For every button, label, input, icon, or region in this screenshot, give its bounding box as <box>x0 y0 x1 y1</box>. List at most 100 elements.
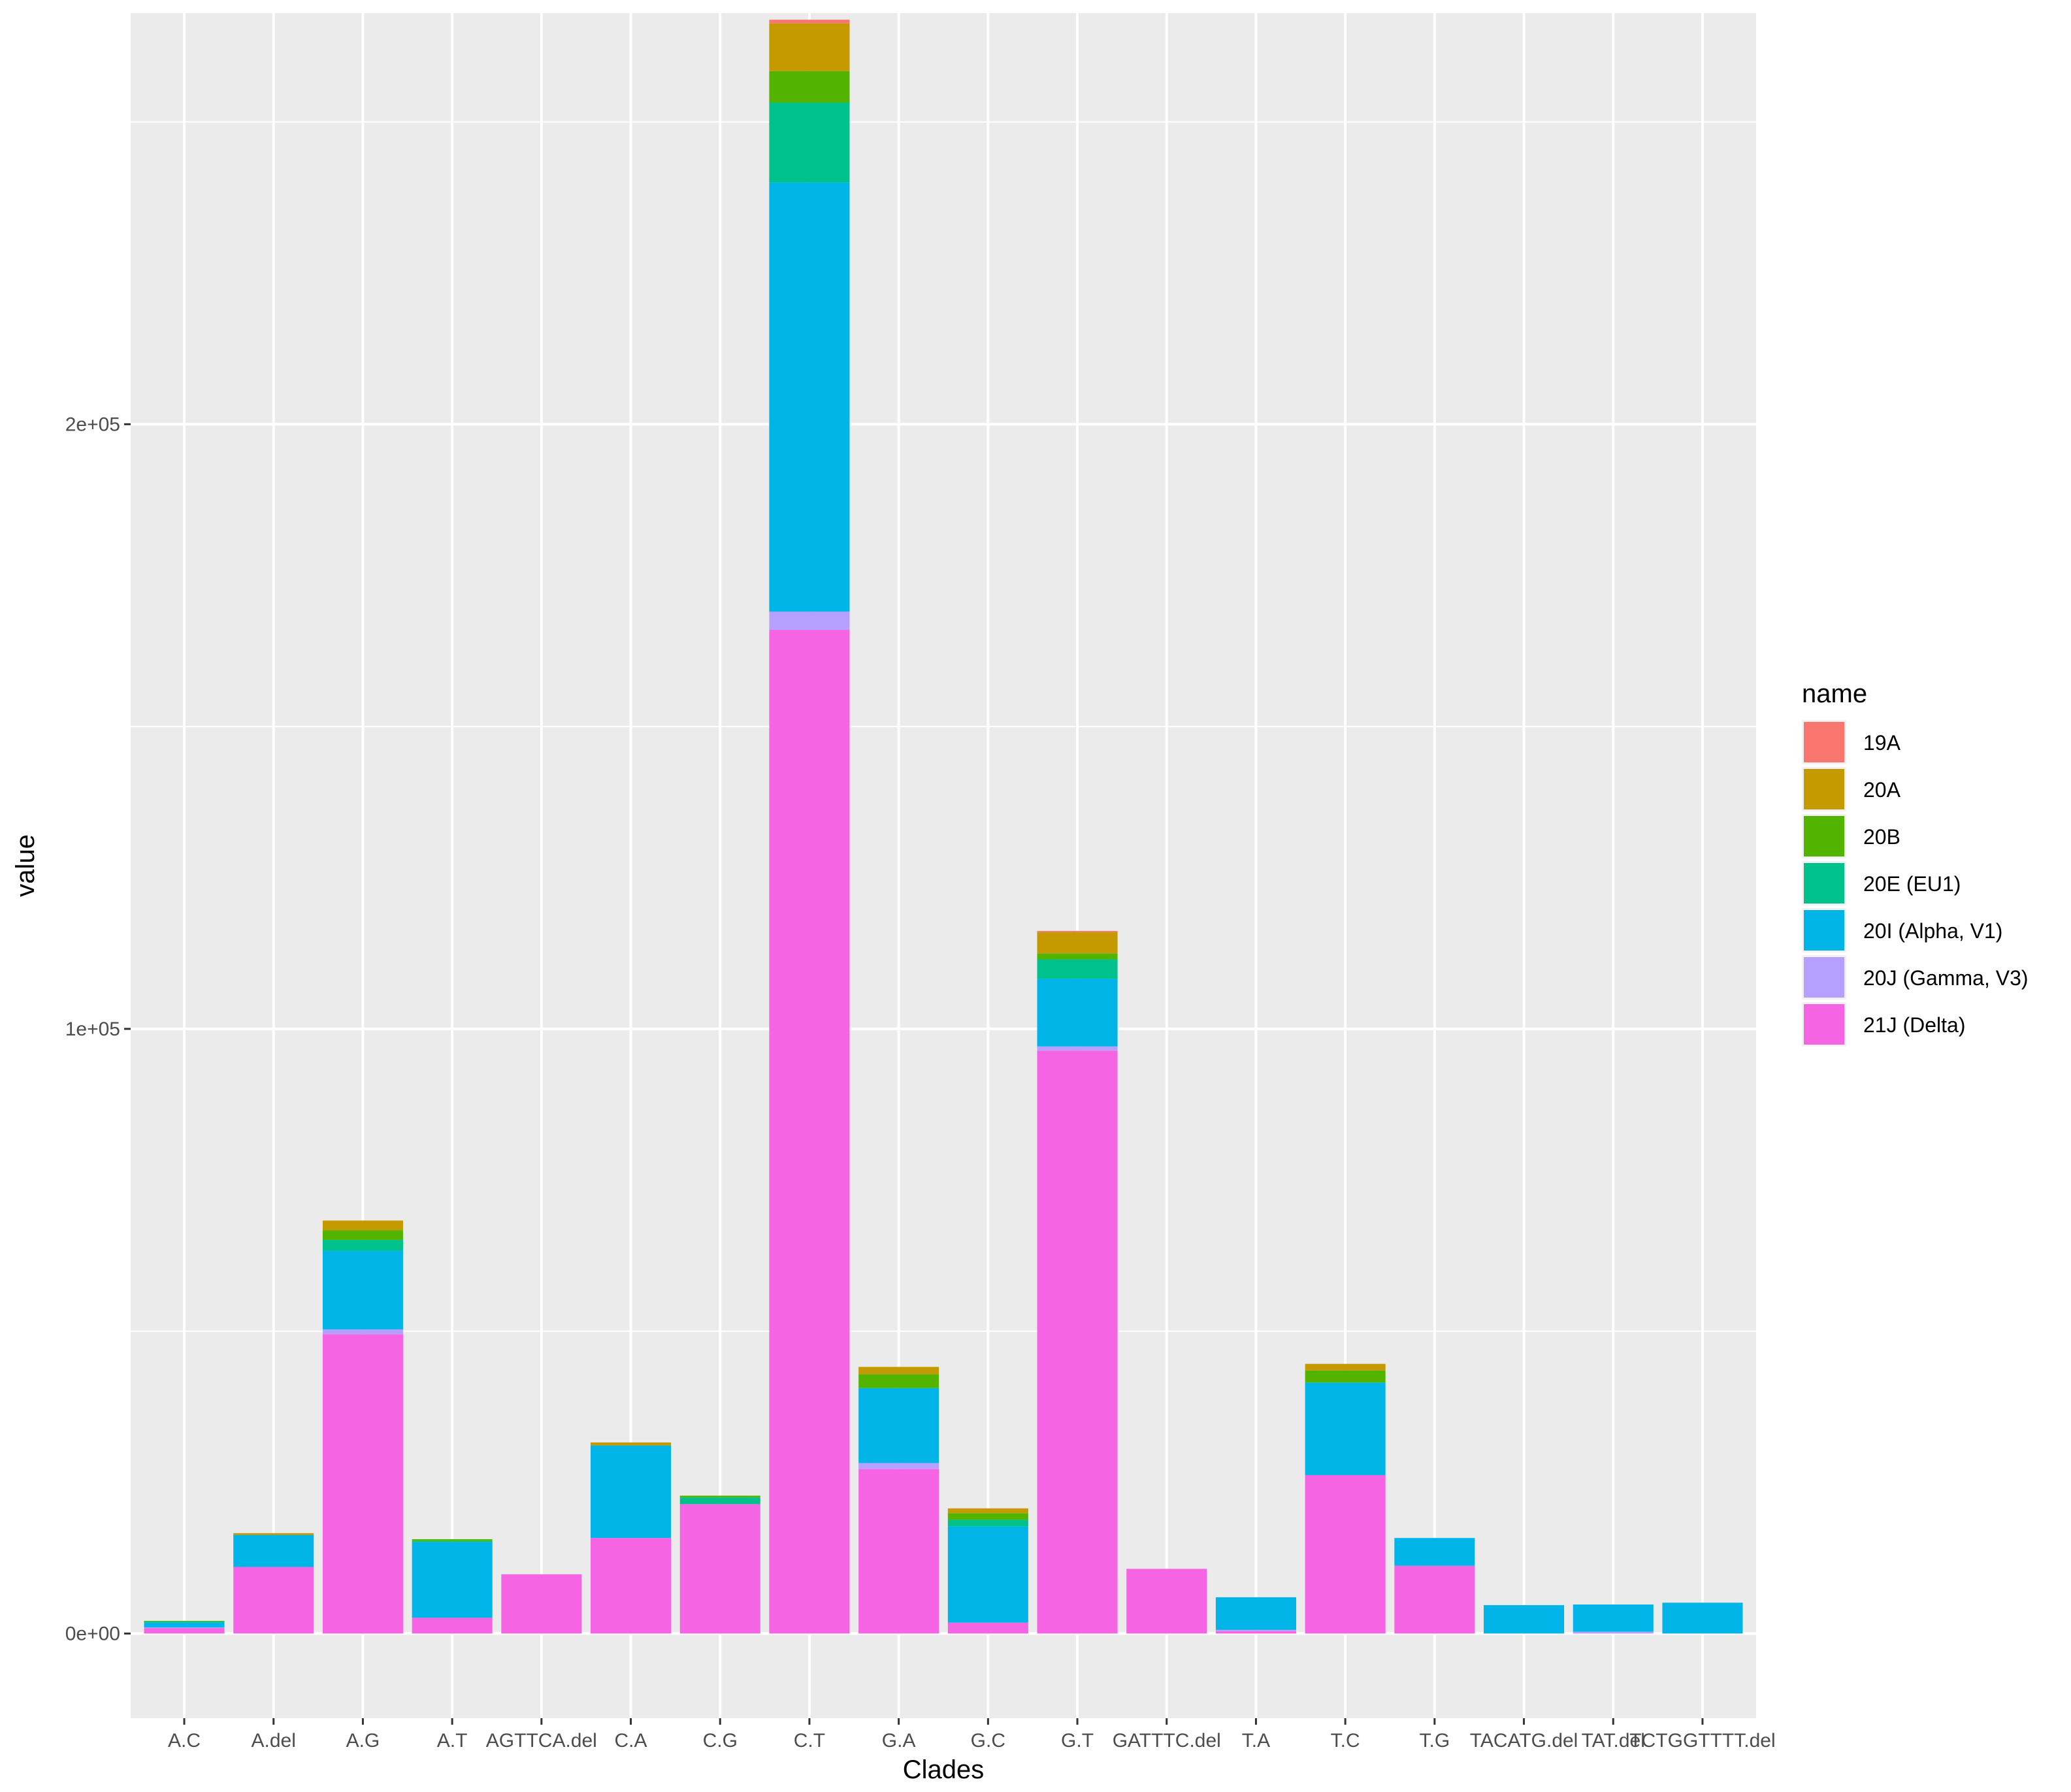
bar-segment <box>322 1334 403 1634</box>
bar-segment <box>947 1622 1028 1634</box>
x-tick-label: TAT.del <box>1582 1730 1645 1751</box>
bar-segment <box>233 1567 314 1634</box>
x-tick-label: A.C <box>168 1730 201 1751</box>
legend-label: 20I (Alpha, V1) <box>1863 919 2002 943</box>
bar-segment <box>858 1367 939 1375</box>
bar-segment <box>858 1469 939 1634</box>
bar-segment <box>679 1497 760 1505</box>
bar-segment <box>1305 1382 1386 1475</box>
x-tick-label: T.G <box>1420 1730 1450 1751</box>
bar-segment <box>412 1540 493 1542</box>
bar-segment <box>322 1239 403 1251</box>
bar-segment <box>947 1520 1028 1527</box>
bar-segment <box>1037 953 1118 960</box>
bar-segment <box>947 1526 1028 1623</box>
bar-segment <box>144 1628 225 1634</box>
x-tick-label: TCTGGTTTT.del <box>1629 1730 1775 1751</box>
y-tick-label: 1e+05 <box>65 1018 120 1040</box>
bar-segment <box>769 102 850 183</box>
bar-segment <box>1305 1370 1386 1383</box>
x-tick-label: TACATG.del <box>1470 1730 1578 1751</box>
legend-label: 20A <box>1863 778 1901 802</box>
bar-segment <box>1394 1565 1475 1634</box>
bar-segment <box>858 1388 939 1463</box>
bar-segment <box>412 1618 493 1634</box>
bar-segment <box>1662 1603 1743 1634</box>
x-tick-label: T.A <box>1242 1730 1270 1751</box>
bar-segment <box>322 1220 403 1231</box>
bar-segment <box>769 23 850 71</box>
y-tick-label: 0e+00 <box>65 1623 120 1644</box>
legend-title: name <box>1802 679 1867 708</box>
bar-segment <box>1215 1597 1296 1630</box>
bar-segment <box>144 1627 225 1629</box>
bar-segment <box>412 1542 493 1618</box>
bar-segment <box>679 1504 760 1634</box>
x-tick-label: AGTTCA.del <box>486 1730 597 1751</box>
legend-swatch <box>1804 957 1844 998</box>
bar-segment <box>501 1574 582 1634</box>
y-axis-title: value <box>11 834 40 897</box>
x-tick-label: G.A <box>882 1730 916 1751</box>
legend-label: 21J (Delta) <box>1863 1013 1966 1037</box>
bar-segment <box>412 1539 493 1541</box>
x-tick-label: C.A <box>615 1730 647 1751</box>
x-tick-label: A.G <box>346 1730 380 1751</box>
bar-segment <box>322 1329 403 1335</box>
bar-segment <box>1573 1631 1654 1634</box>
bar-segment <box>1037 930 1118 932</box>
x-tick-label: G.T <box>1061 1730 1094 1751</box>
x-axis-title: Clades <box>903 1755 985 1784</box>
bar-segment <box>769 20 850 24</box>
bar-segment <box>1037 932 1118 954</box>
bar-segment <box>233 1533 314 1535</box>
x-tick-label: A.del <box>252 1730 296 1751</box>
bar-segment <box>1215 1629 1296 1631</box>
bar-segment <box>322 1230 403 1240</box>
bar-segment <box>1037 959 1118 979</box>
bar-segment <box>322 1250 403 1329</box>
legend-label: 20J (Gamma, V3) <box>1863 966 2029 990</box>
bar-segment <box>769 611 850 630</box>
bar-segment <box>144 1622 225 1628</box>
legend: name 19A 20A 20B 20E (EU1) 20I (Alpha, V1) 20… <box>1802 679 2029 1047</box>
x-tick-label: G.C <box>971 1730 1005 1751</box>
bar-segment <box>769 630 850 1634</box>
bar-segment <box>769 182 850 612</box>
legend-swatch <box>1804 722 1844 762</box>
bar-stacks <box>144 20 1743 1634</box>
bar-segment <box>1484 1605 1565 1634</box>
x-tick-label: C.T <box>794 1730 825 1751</box>
bar-segment <box>591 1442 672 1446</box>
x-tick-label: GATTTC.del <box>1113 1730 1221 1751</box>
bar-segment <box>1037 1051 1118 1634</box>
bar-segment <box>858 1463 939 1469</box>
legend-label: 20E (EU1) <box>1863 872 1961 896</box>
x-tick-label: A.T <box>437 1730 468 1751</box>
bar-segment <box>1305 1474 1386 1634</box>
legend-label: 20B <box>1863 825 1900 849</box>
bar-segment <box>1215 1631 1296 1634</box>
y-axis: 0e+00 1e+05 2e+05 <box>65 414 131 1644</box>
legend-swatch <box>1804 816 1844 856</box>
bar-segment <box>591 1445 672 1539</box>
bar-segment <box>1037 979 1118 1047</box>
x-axis: A.C A.del A.G A.T AGTTCA.del C.A C.G C.T G.A G.C G… <box>168 1718 1776 1751</box>
legend-swatch <box>1804 1004 1844 1045</box>
bar-segment <box>1037 1046 1118 1051</box>
bar-segment <box>1394 1538 1475 1566</box>
legend-items: 19A 20A 20B 20E (EU1) 20I (Alpha, V1) 20J (Ga… <box>1802 720 2029 1047</box>
bar-segment <box>233 1535 314 1567</box>
x-tick-label: C.G <box>703 1730 738 1751</box>
bar-segment <box>1126 1569 1207 1634</box>
legend-swatch <box>1804 863 1844 904</box>
bar-segment <box>144 1621 225 1623</box>
bar-segment <box>1305 1363 1386 1371</box>
bar-segment <box>1573 1605 1654 1632</box>
bar-segment <box>769 71 850 103</box>
x-tick-label: T.C <box>1331 1730 1360 1751</box>
legend-label: 19A <box>1863 731 1901 755</box>
legend-swatch <box>1804 910 1844 951</box>
bar-segment <box>947 1508 1028 1514</box>
